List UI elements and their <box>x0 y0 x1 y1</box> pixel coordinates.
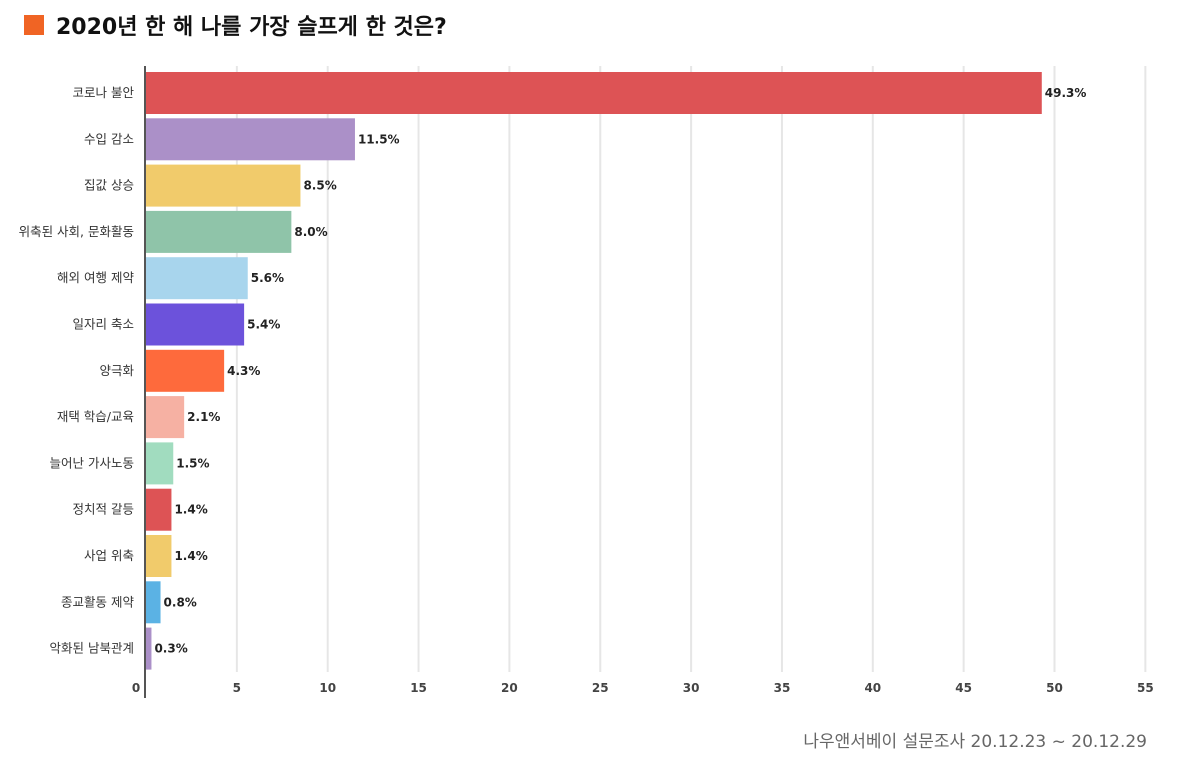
bar <box>146 535 172 577</box>
category-label: 종교활동 제약 <box>61 594 134 609</box>
chart-title-text: 2020년 한 해 나를 가장 슬프게 한 것은? <box>56 15 447 40</box>
bar <box>146 257 248 300</box>
data-label: 11.5% <box>358 132 400 146</box>
category-label: 재택 학습/교육 <box>57 409 134 424</box>
data-label: 5.6% <box>251 271 284 285</box>
x-tick-label: 5 <box>233 681 241 695</box>
x-tick-label: 35 <box>774 681 791 695</box>
x-tick-label: 45 <box>955 681 972 695</box>
data-label: 0.3% <box>154 642 187 656</box>
bar <box>146 303 245 346</box>
x-tick-label: 25 <box>592 681 609 695</box>
bar <box>146 627 152 670</box>
data-label: 0.8% <box>164 595 197 609</box>
category-label: 양극화 <box>99 363 134 378</box>
bar <box>146 396 185 439</box>
category-label: 정치적 갈등 <box>73 502 134 517</box>
data-label: 8.5% <box>303 179 336 193</box>
bar <box>146 72 1042 114</box>
category-label: 위축된 사회, 문화활동 <box>19 224 134 239</box>
title-square-icon <box>24 15 44 35</box>
x-tick-label: 10 <box>319 681 336 695</box>
category-label: 사업 위축 <box>84 548 134 563</box>
chart-title: 2020년 한 해 나를 가장 슬프게 한 것은? <box>24 10 447 40</box>
data-label: 49.3% <box>1045 86 1087 100</box>
category-label: 코로나 불안 <box>73 85 135 100</box>
source-note: 나우앤서베이 설문조사 20.12.23 ~ 20.12.29 <box>803 732 1147 752</box>
data-label: 8.0% <box>294 225 327 239</box>
x-tick-label: 15 <box>410 681 427 695</box>
category-label: 악화된 남북관계 <box>50 641 134 656</box>
x-tick-label: 55 <box>1137 681 1154 695</box>
bar <box>146 118 355 161</box>
category-label: 수입 감소 <box>84 131 134 146</box>
bar <box>146 488 172 531</box>
bar <box>146 164 301 207</box>
category-label: 해외 여행 제약 <box>57 270 134 285</box>
bar <box>146 581 161 624</box>
data-label: 2.1% <box>187 410 220 424</box>
data-label: 5.4% <box>247 318 280 332</box>
category-label: 늘어난 가사노동 <box>50 455 134 470</box>
bar <box>146 210 292 253</box>
bar <box>146 349 225 392</box>
x-tick-label: 20 <box>501 681 518 695</box>
x-tick-label: 30 <box>683 681 700 695</box>
x-tick-label: 40 <box>864 681 881 695</box>
x-tick-label: 50 <box>1046 681 1063 695</box>
category-label: 집값 상승 <box>84 178 134 193</box>
data-label: 4.3% <box>227 364 260 378</box>
x-tick-label: 0 <box>132 681 140 695</box>
data-label: 1.4% <box>174 549 207 563</box>
category-label: 일자리 축소 <box>73 317 134 332</box>
data-label: 1.5% <box>176 456 209 470</box>
data-label: 1.4% <box>174 503 207 517</box>
bar <box>146 442 174 485</box>
